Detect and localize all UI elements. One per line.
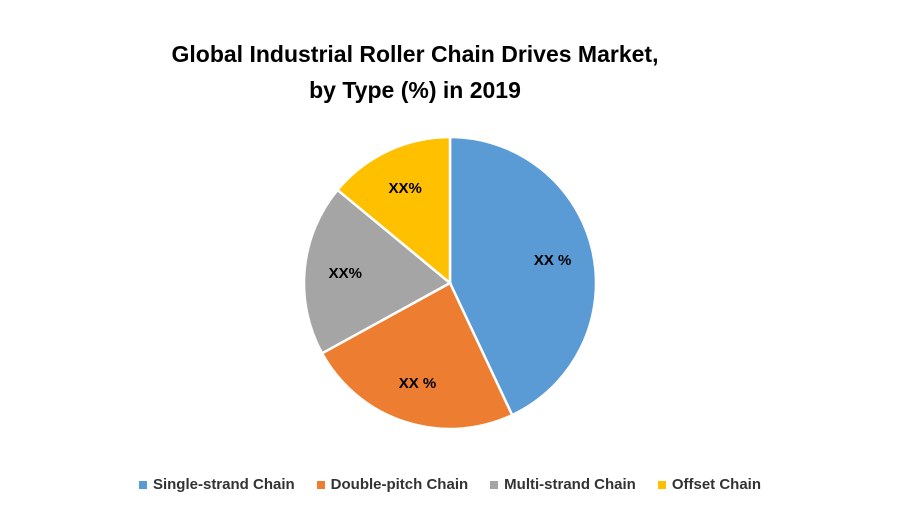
data-label: XX% <box>389 180 422 197</box>
legend-label: Multi-strand Chain <box>504 476 636 493</box>
legend-item: Multi-strand Chain <box>490 476 636 493</box>
legend-item: Double-pitch Chain <box>316 476 469 493</box>
legend-label: Double-pitch Chain <box>330 476 469 493</box>
chart-title-line-2: by Type (%) in 2019 <box>309 77 521 103</box>
pie-slice-2 <box>320 281 514 431</box>
legend-label: Offset Chain <box>671 476 762 493</box>
legend-swatch <box>138 480 147 489</box>
pie-slice-3 <box>302 188 453 356</box>
data-label: XX% <box>329 265 362 282</box>
legend-swatch <box>316 480 325 489</box>
data-label: XX % <box>534 252 572 269</box>
data-label: XX % <box>399 375 437 392</box>
legend-label: Single-strand Chain <box>152 476 295 493</box>
legend-swatch <box>657 480 666 489</box>
legend-swatch <box>490 480 499 489</box>
legend-item: Single-strand Chain <box>138 476 295 493</box>
chart-title: Global Industrial Roller Chain Drives Ma… <box>0 36 830 108</box>
pie-slice-4 <box>335 135 452 286</box>
legend: Single-strand Chain Double-pitch Chain M… <box>0 476 900 493</box>
pie-slice-1 <box>448 135 598 417</box>
chart-title-line-1: Global Industrial Roller Chain Drives Ma… <box>171 41 659 67</box>
legend-item: Offset Chain <box>657 476 762 493</box>
